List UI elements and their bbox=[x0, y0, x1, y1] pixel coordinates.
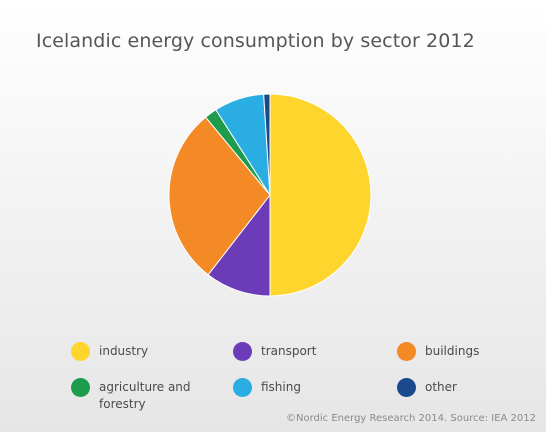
source-note: ©Nordic Energy Research 2014. Source: IE… bbox=[285, 413, 536, 424]
pie-slice-buildings bbox=[168, 116, 271, 276]
chart-title: Icelandic energy consumption by sector 2… bbox=[36, 30, 475, 52]
pie-slice-industry bbox=[269, 93, 372, 297]
pie-slice-other bbox=[263, 93, 271, 196]
